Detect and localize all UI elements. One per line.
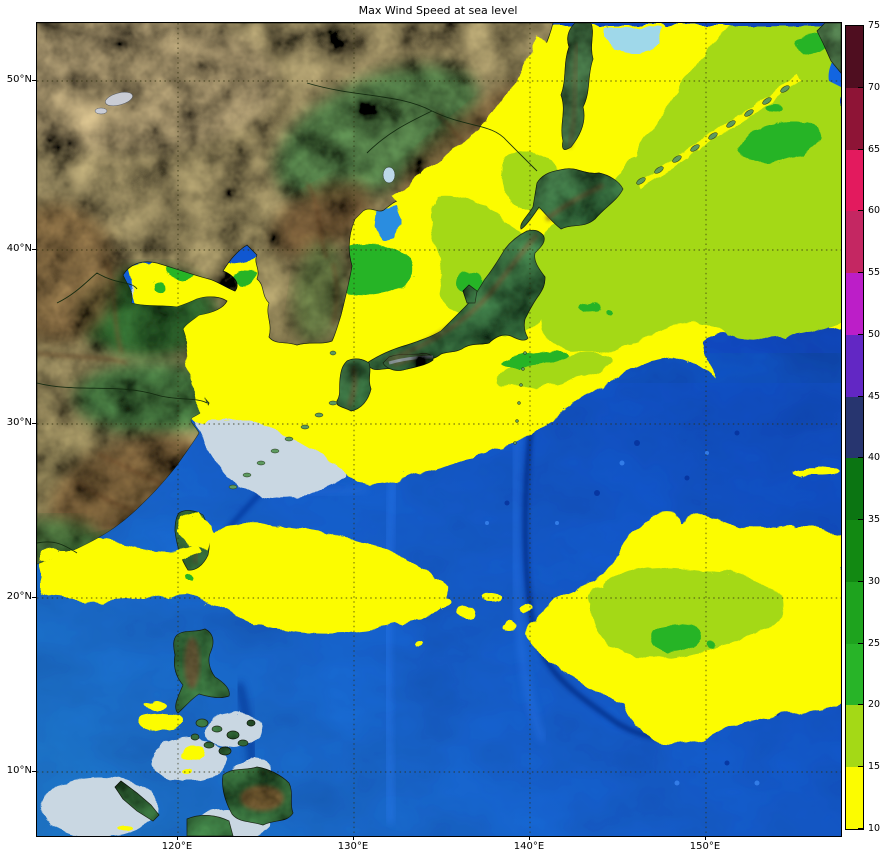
- xtick-150e: 150°E: [689, 841, 721, 852]
- colorbar-segment-30-35: [846, 520, 863, 582]
- colorbar-tickmark: [858, 828, 863, 829]
- lake-uvs: [105, 91, 133, 107]
- colorbar-segment-15-20: [846, 705, 863, 768]
- colorbar-tickmark: [858, 704, 863, 706]
- colorbar-segment-65-70: [846, 87, 863, 150]
- ytickmark: [32, 771, 36, 772]
- rivers: [37, 82, 538, 554]
- colorbar-tickmark: [858, 210, 863, 212]
- colorbar-tickmark: [858, 333, 863, 335]
- colorbar-tickmark: [858, 519, 863, 521]
- ytick-40n: 40°N: [6, 243, 32, 254]
- colorbar-tick-label: 60: [868, 205, 881, 217]
- colorbar: [845, 25, 864, 830]
- ytick-20n: 20°N: [6, 591, 32, 602]
- kuril-yellow-fringe: [635, 72, 801, 186]
- colorbar-tickmark: [858, 272, 863, 274]
- colorbar-segment-50-55: [846, 273, 863, 335]
- xtickmark: [529, 836, 530, 840]
- storm-inner-green: [587, 565, 784, 657]
- clear-sea-windows: [371, 25, 841, 238]
- colorbar-tick-label: 55: [868, 267, 881, 279]
- colorbar-tickmark: [858, 86, 863, 88]
- wind-speed-map: [37, 23, 841, 836]
- colorbar-tick-label: 70: [868, 81, 881, 93]
- ytick-10n: 10°N: [6, 765, 32, 776]
- xtick-130e: 130°E: [337, 841, 369, 852]
- ytickmark: [32, 80, 36, 81]
- xtick-120e: 120°E: [161, 841, 193, 852]
- colorbar-tick-label: 10: [868, 823, 881, 834]
- storm-core-green: [647, 620, 699, 650]
- colorbar-segment-25-30: [846, 581, 863, 644]
- colorbar-tickmark: [858, 148, 863, 150]
- visayas-shelf: [204, 710, 260, 746]
- xtick-140e: 140°E: [513, 841, 545, 852]
- colorbar-tickmark: [858, 25, 863, 26]
- ytickmark: [32, 249, 36, 250]
- colorbar-tick-label: 15: [868, 761, 881, 773]
- colorbar-tick-label: 30: [868, 575, 881, 587]
- colorbar-tickmark: [858, 457, 863, 459]
- colorbar-tickmark: [858, 642, 863, 644]
- north-taiwan-yellow: [177, 511, 211, 547]
- ytick-50n: 50°N: [6, 74, 32, 85]
- colorbar-tickmark: [858, 766, 863, 768]
- izu-ridge: [512, 372, 546, 743]
- lake-khanka: [382, 166, 396, 184]
- colorbar-segment-35-40: [846, 458, 863, 521]
- xtickmark: [705, 836, 706, 840]
- colorbar-segment-20-25: [846, 643, 863, 706]
- map-plot-area: [36, 22, 842, 837]
- visayas-islands: [190, 718, 256, 756]
- colorbar-segment-55-60: [846, 211, 863, 274]
- colorbar-tickmark: [858, 395, 863, 397]
- ytickmark: [32, 597, 36, 598]
- peter-the-great-gulf: [371, 205, 399, 238]
- okhotsk-pale-window: [601, 25, 661, 52]
- plot-title: Max Wind Speed at sea level: [358, 4, 518, 17]
- honshu-south-coast-green: [492, 350, 612, 386]
- colorbar-tick-label: 25: [868, 637, 881, 649]
- seto-inland-sea: [388, 355, 434, 365]
- lakes: [94, 91, 396, 184]
- south-china-yellow-band: [37, 521, 448, 631]
- ytickmark: [32, 423, 36, 424]
- colorbar-segment-70-75: [846, 26, 863, 88]
- borneo-tip: [186, 815, 234, 836]
- colorbar-tick-label: 20: [868, 699, 881, 711]
- colorbar-segment-45-50: [846, 334, 863, 397]
- ytick-30n: 30°N: [6, 417, 32, 428]
- colorbar-tick-label: 65: [868, 143, 881, 155]
- green-patch-okhotsk: [735, 118, 819, 161]
- xtickmark: [353, 836, 354, 840]
- yellow-over-land: [37, 35, 548, 560]
- colorbar-tickmark: [858, 580, 863, 582]
- colorbar-tick-label: 50: [868, 328, 881, 340]
- colorbar-tick-label: 45: [868, 390, 881, 402]
- colorbar-tick-label: 75: [868, 20, 881, 31]
- colorbar-tick-label: 40: [868, 452, 881, 464]
- island-chains: [228, 85, 790, 490]
- graticule: [37, 23, 841, 836]
- colorbar-segment-60-65: [846, 149, 863, 212]
- xtickmark: [177, 836, 178, 840]
- colorbar-tick-label: 35: [868, 514, 881, 526]
- colorbar-segment-10-15: [846, 767, 863, 829]
- colorbar-segment-40-45: [846, 396, 863, 459]
